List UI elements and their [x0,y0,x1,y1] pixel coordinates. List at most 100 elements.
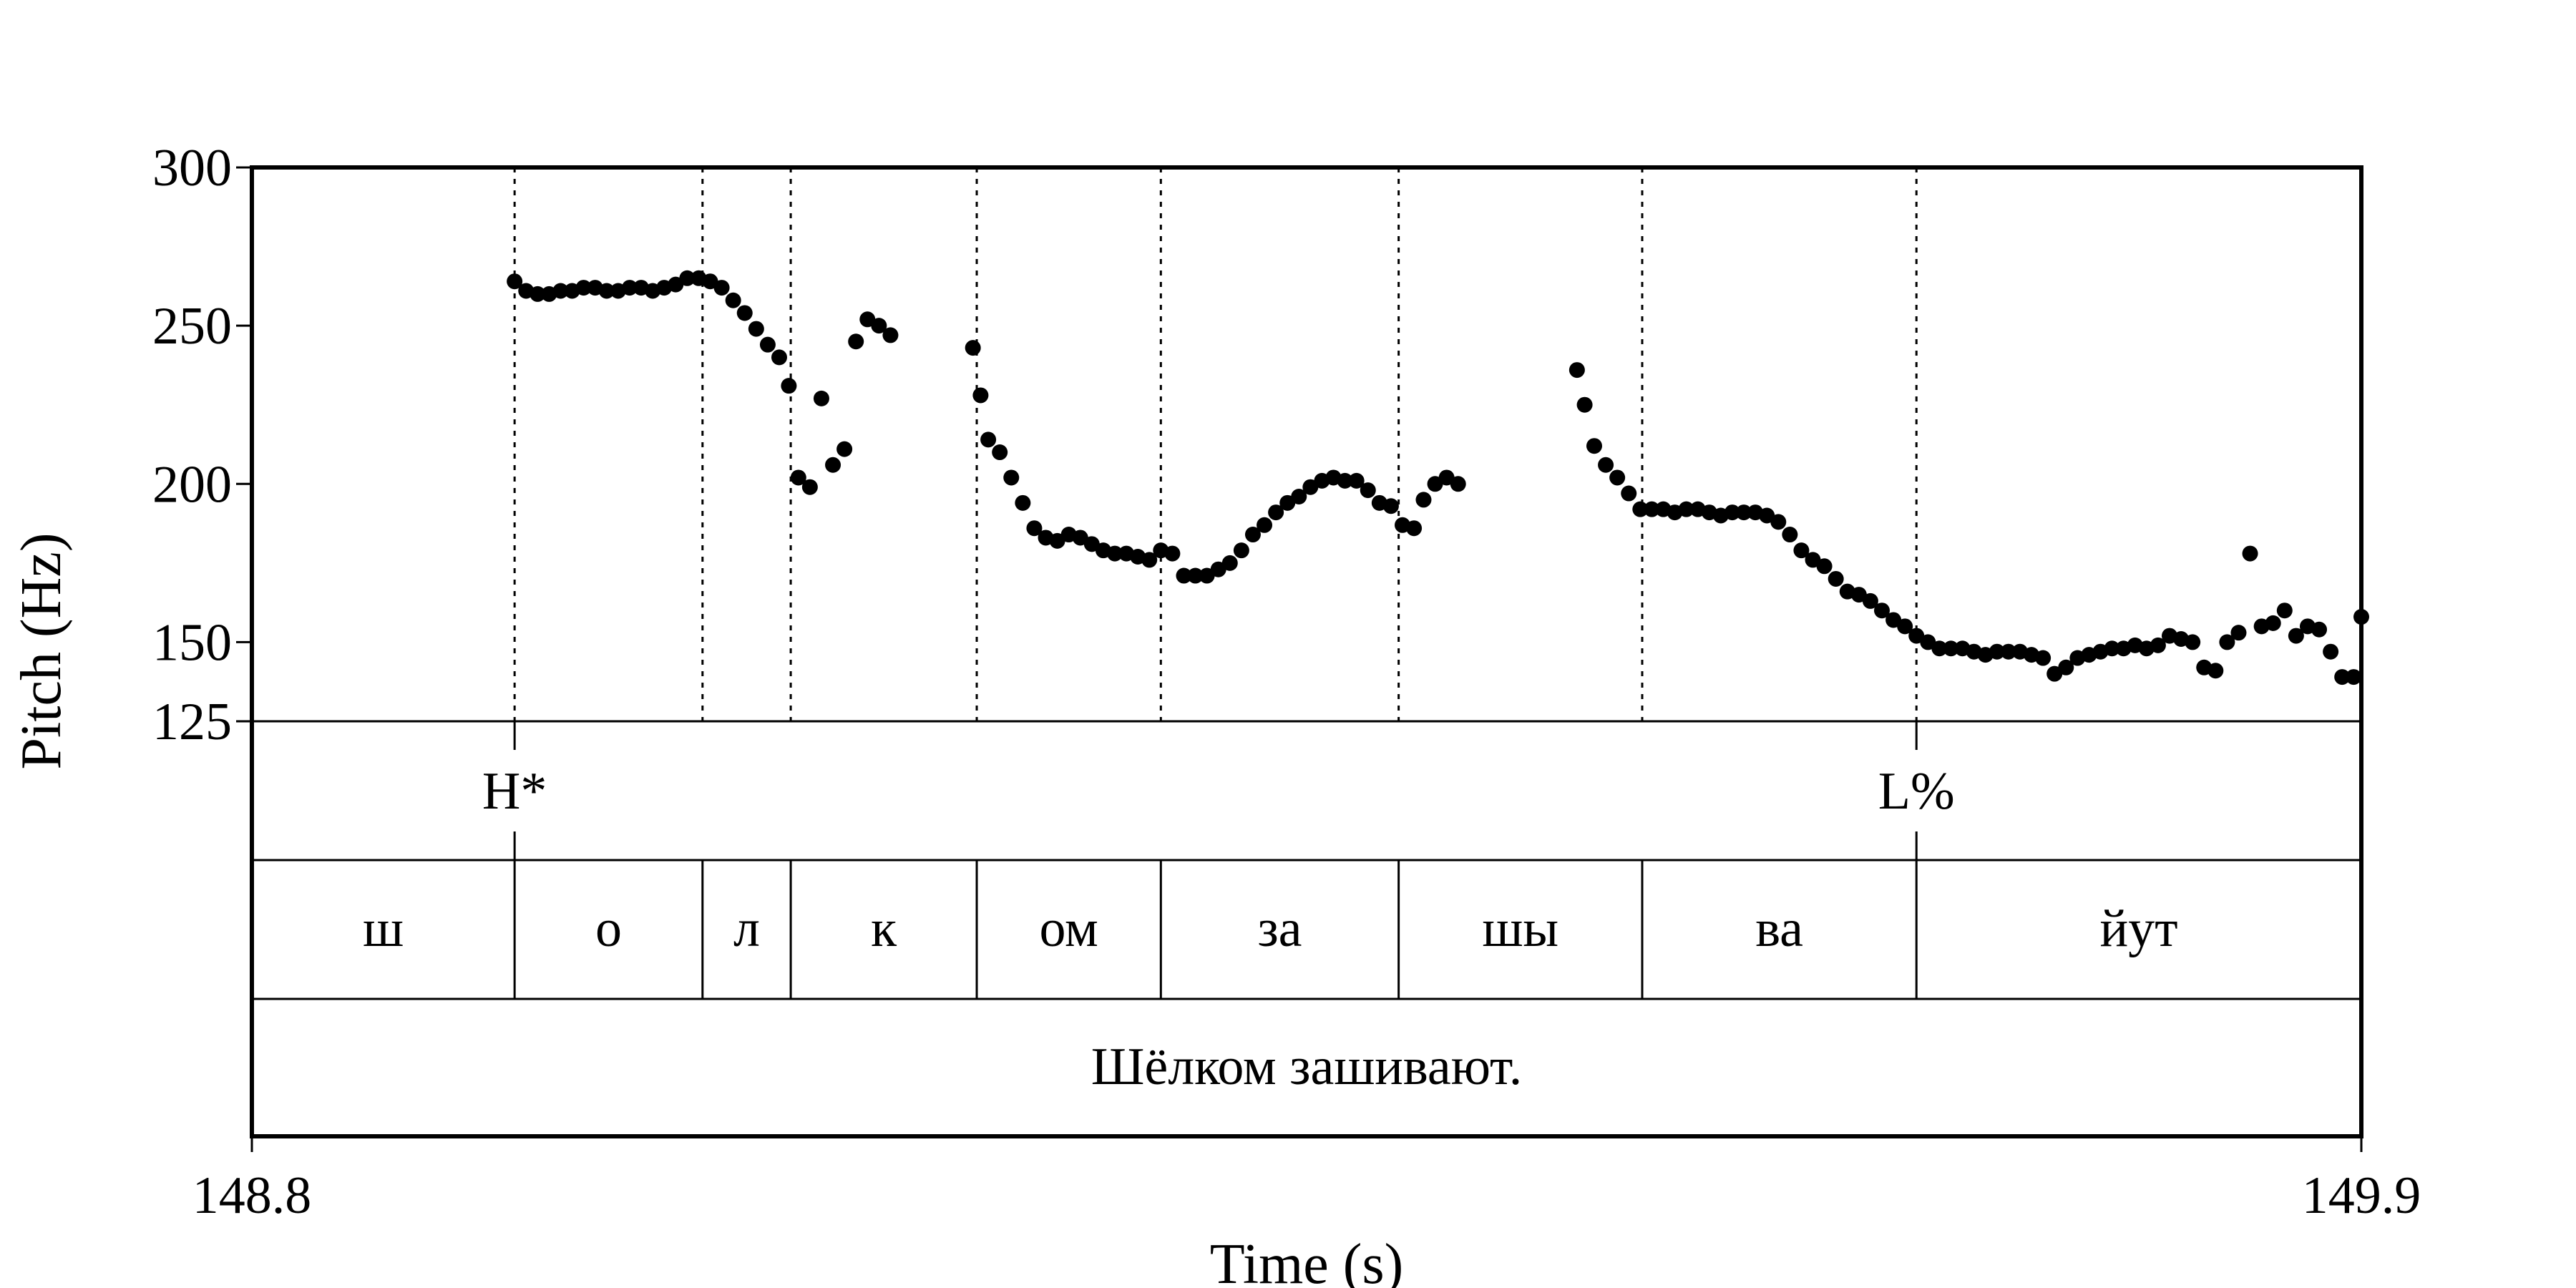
pitch-point [1931,640,1948,657]
pitch-point [1644,501,1660,517]
pitch-point [848,333,864,350]
x-tick-label: 148.8 [192,1166,312,1225]
syllable-label: шы [1482,899,1558,958]
pitch-point [507,273,523,290]
pitch-point [1621,485,1637,502]
pitch-point [1199,567,1215,584]
pitch-point [1244,527,1261,543]
pitch-point [2046,665,2063,682]
x-axis: 148.8 149.9 [192,1136,2421,1225]
pitch-point [2150,637,2166,653]
pitch-point [1221,555,1238,571]
pitch-point [1568,362,1585,379]
pitch-point [748,321,764,337]
pitch-point [2265,615,2281,631]
pitch-point [836,441,853,457]
pitch-point [2288,628,2304,644]
pitch-point [1908,628,1925,644]
pitch-point [1885,612,1902,628]
x-axis-title: Time (s) [1210,1233,1403,1288]
syllable-label: о [595,899,622,958]
pitch-point [1989,643,2005,660]
syllable-label: к [871,899,897,958]
pitch-point [1337,472,1353,489]
pitch-point [2230,625,2247,641]
pitch-point [2058,659,2074,675]
pitch-points [507,270,2369,686]
pitch-point [859,311,876,328]
plot-frame [250,165,2363,1138]
pitch-point [965,340,981,356]
tone-label: L% [1878,762,1955,821]
pitch-point [1210,561,1226,577]
pitch-point [801,479,818,495]
pitch-point [790,469,806,486]
pitch-point [1609,469,1626,486]
pitch-point [2311,621,2328,638]
pitch-point [1736,504,1752,521]
syllable-label: за [1257,899,1302,958]
pitch-point [1793,542,1810,559]
pitch-point [1348,472,1365,489]
pitch-point [2035,650,2051,666]
y-axis-title: Pitch (Hz) [10,532,73,769]
pitch-point [2323,643,2339,660]
pitch-point [2185,634,2201,650]
pitch-point [1083,536,1100,552]
pitch-point [2242,545,2258,562]
pitch-point [1107,545,1123,562]
syllable-label: ш [363,899,404,958]
pitch-point [1233,542,1249,559]
y-tick-label: 125 [152,693,232,751]
pitch-point [992,444,1008,461]
pitch-point [813,390,829,406]
boundary-guides [513,167,1918,721]
pitch-point [1382,498,1399,514]
pitch-point [1176,567,1192,584]
pitch-point [825,457,841,473]
pitch-point [1291,488,1307,504]
syllable-label: л [733,899,760,958]
pitch-point [1678,501,1694,517]
syllable-tier: ш о л к ом за шы ва йут [363,860,2178,999]
pitch-point [1072,530,1088,546]
y-axis: 125 150 200 250 300 [152,139,252,751]
pitch-point [702,273,718,290]
pitch-point [1759,507,1775,524]
pitch-point [1632,501,1649,517]
pitch-point [1828,570,1844,587]
pitch-point [781,378,797,394]
pitch-point [1576,396,1593,413]
pitch-point [1862,592,1878,609]
pitch-point [725,292,741,308]
pitch-point [871,318,887,334]
pitch-point [980,431,997,448]
sentence-label: Шёлком зашивают. [1091,1038,1523,1096]
pitch-point [1770,514,1787,530]
pitch-point [575,280,592,296]
syllable-label: йут [2100,899,2178,958]
pitch-point [2346,669,2362,686]
y-tick-label: 300 [152,139,232,197]
pitch-point [1920,634,1936,650]
pitch-point [552,283,569,299]
pitch-point [1438,469,1455,486]
y-tick-label: 200 [152,455,232,514]
pitch-point [1897,618,1913,635]
pitch-point [1415,492,1432,508]
pitch-point [1805,552,1821,568]
pitch-point [1003,469,1020,486]
pitch-point [1943,640,1959,657]
tier-lines [252,720,2361,1000]
pitch-point [1015,494,1031,511]
pitch-point [2000,643,2016,660]
tone-tier: H* L% [482,721,1955,860]
pitch-point [1049,532,1065,549]
pitch-point [1406,520,1423,537]
pitch-point [679,270,696,286]
pitch-point [1874,602,1890,619]
pitch-point [759,336,776,353]
pitch-point [2104,640,2120,657]
pitch-point [771,349,787,366]
pitch-point [1427,476,1443,492]
